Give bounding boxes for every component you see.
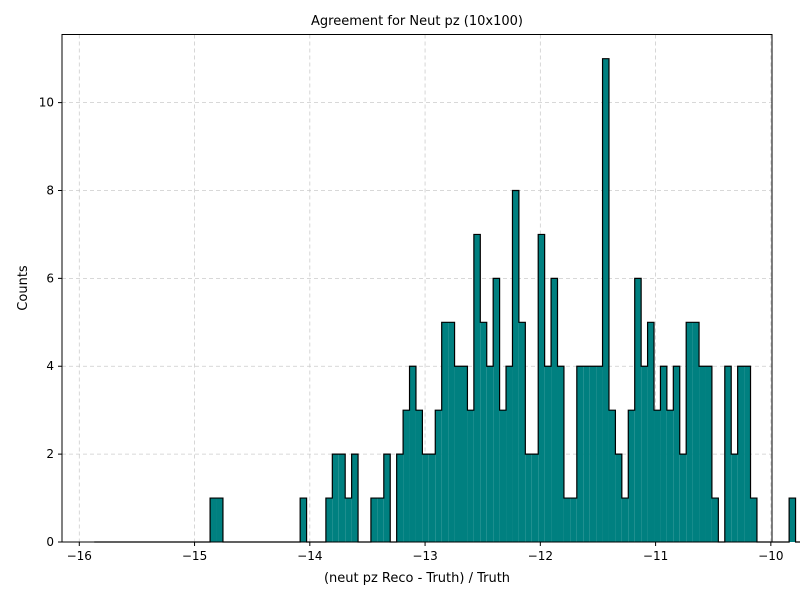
- y-tick-label-1: 2: [46, 447, 54, 461]
- histogram-bar-98: [724, 366, 732, 542]
- histogram-bar-87: [654, 410, 661, 542]
- histogram-bar-36: [325, 498, 333, 542]
- histogram-bars: [210, 58, 796, 543]
- histogram-bar-44: [377, 498, 384, 542]
- histogram-bar-18: [210, 498, 217, 542]
- histogram-bar-53: [435, 410, 442, 542]
- plot-area-frame: [61, 34, 773, 543]
- y-tick-label-5: 10: [39, 96, 54, 110]
- histogram-bar-101: [744, 366, 751, 542]
- histogram-bar-55: [448, 322, 455, 542]
- histogram-bar-74: [570, 498, 577, 542]
- histogram-bar-57: [460, 366, 468, 542]
- histogram-bar-50: [415, 410, 423, 542]
- histogram-bar-37: [332, 454, 339, 542]
- y-tick-label-4: 8: [46, 183, 54, 197]
- histogram-bar-92: [686, 322, 693, 542]
- histogram-bar-96: [711, 498, 719, 542]
- y-tick-label-0: 0: [46, 535, 54, 549]
- histogram-bar-49: [409, 366, 416, 542]
- y-tick-label-3: 6: [46, 271, 54, 285]
- histogram-bar-95: [705, 366, 712, 542]
- histogram-bar-60: [480, 322, 487, 542]
- histogram-bar-89: [666, 410, 674, 542]
- histogram-bar-68: [531, 454, 539, 542]
- histogram-bar-78: [596, 366, 603, 542]
- x-axis-ticks: −16 −15 −14 −13 −12 −11 −10: [67, 542, 784, 563]
- histogram-bar-70: [544, 366, 552, 542]
- histogram-bar-88: [660, 366, 667, 542]
- histogram-bar-32: [300, 498, 307, 542]
- histogram-bar-61: [486, 366, 494, 542]
- x-axis-label: (neut pz Reco - Truth) / Truth: [324, 571, 510, 586]
- histogram-bar-43: [370, 498, 378, 542]
- histogram-bar-59: [473, 234, 481, 542]
- y-axis-ticks: 0 2 4 6 8 10: [39, 96, 62, 549]
- x-tick-label-2: −14: [297, 549, 322, 563]
- histogram-bar-76: [583, 366, 590, 542]
- histogram-bar-75: [576, 366, 584, 542]
- x-tick-label-0: −16: [67, 549, 92, 563]
- histogram-bar-73: [563, 498, 571, 542]
- x-tick-label-6: −10: [758, 549, 783, 563]
- y-axis-label: Counts: [16, 265, 31, 311]
- histogram-bar-99: [731, 454, 738, 542]
- histogram-bar-80: [608, 410, 616, 542]
- histogram-bar-90: [673, 366, 680, 542]
- histogram-bar-56: [454, 366, 461, 542]
- histogram-bar-93: [692, 322, 700, 542]
- histogram-bar-19: [216, 498, 223, 542]
- histogram-bar-94: [699, 366, 706, 542]
- histogram-bar-51: [422, 454, 429, 542]
- chart-title: Agreement for Neut pz (10x100): [311, 14, 523, 29]
- histogram-bar-79: [602, 58, 609, 543]
- histogram-bar-65: [512, 190, 519, 542]
- histogram-bar-54: [441, 322, 449, 542]
- histogram-bar-66: [518, 322, 526, 542]
- histogram-bar-72: [557, 366, 564, 542]
- histogram-bar-85: [641, 366, 648, 542]
- histogram-bar-64: [506, 366, 513, 542]
- x-tick-label-4: −12: [528, 549, 553, 563]
- histogram-bar-100: [737, 366, 745, 542]
- histogram-bar-45: [383, 454, 391, 542]
- histogram-bar-38: [338, 454, 346, 542]
- histogram-bar-39: [345, 498, 352, 542]
- x-tick-label-1: −15: [182, 549, 207, 563]
- histogram-bar-91: [679, 454, 687, 542]
- histogram-bar-71: [551, 278, 558, 542]
- x-tick-label-5: −11: [643, 549, 668, 563]
- histogram-bar-58: [467, 410, 474, 542]
- y-tick-label-2: 4: [46, 359, 54, 373]
- histogram-bar-47: [396, 454, 404, 542]
- histogram-bar-77: [589, 366, 597, 542]
- histogram-bar-84: [634, 278, 642, 542]
- x-tick-label-3: −13: [412, 549, 437, 563]
- histogram-bar-63: [499, 410, 507, 542]
- histogram-bar-86: [647, 322, 655, 542]
- histogram-bar-48: [403, 410, 410, 542]
- histogram-bar-52: [428, 454, 436, 542]
- histogram-bar-83: [628, 410, 635, 542]
- histogram-bar-102: [750, 498, 757, 542]
- histogram-bar-108: [789, 498, 796, 542]
- histogram-bar-82: [621, 498, 629, 542]
- histogram-bar-81: [615, 454, 622, 542]
- histogram-bar-67: [525, 454, 532, 542]
- histogram-bar-69: [538, 234, 545, 542]
- histogram-bar-62: [493, 278, 500, 542]
- histogram-bar-40: [351, 454, 359, 542]
